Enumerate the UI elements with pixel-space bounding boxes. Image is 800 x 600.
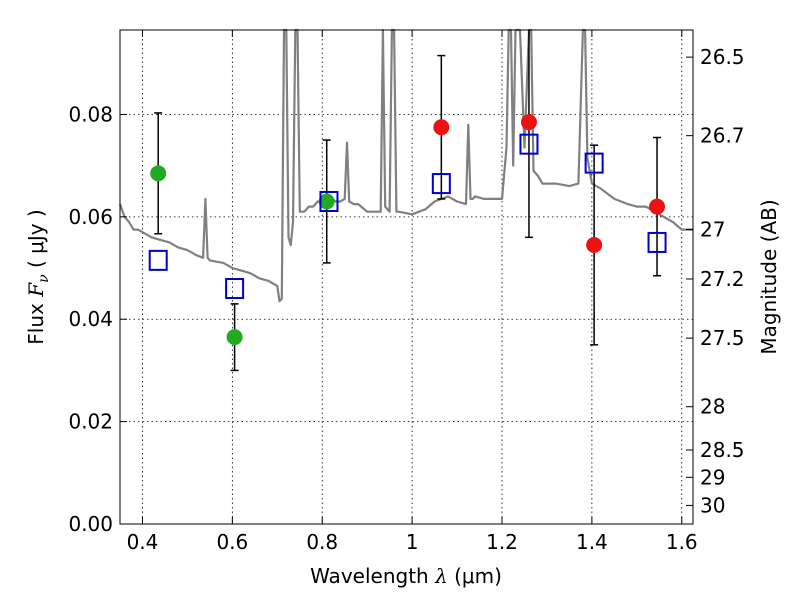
x-axis-label: Wavelength λ (μm) — [310, 564, 502, 588]
model-point — [225, 278, 245, 300]
right-tick-label: 27 — [700, 217, 725, 241]
data-point — [150, 165, 167, 182]
model-point — [584, 152, 604, 174]
grid — [120, 30, 693, 525]
model-point — [519, 133, 539, 155]
data-point — [649, 198, 666, 215]
y-tick-label: 0.06 — [68, 205, 113, 229]
spectrum-line — [118, 28, 693, 303]
markers — [148, 114, 667, 346]
y-tick-label: 0.02 — [68, 410, 113, 434]
y-tick-label: 0.04 — [68, 307, 113, 331]
right-tick-label: 27.5 — [700, 326, 745, 350]
right-tick-label: 26.7 — [700, 124, 745, 148]
data-point — [586, 237, 603, 254]
spectrum — [118, 28, 693, 303]
y-axis-label: Flux Fν ( μJy ) — [24, 209, 52, 344]
right-tick-label: 26.5 — [700, 45, 745, 69]
model-point — [148, 249, 168, 271]
data-point — [318, 193, 335, 210]
plot-frame — [119, 29, 694, 525]
x-tick-label: 1.2 — [486, 530, 518, 554]
right-tick-label: 28.5 — [700, 438, 745, 462]
data-point — [226, 329, 243, 346]
plot-background — [120, 30, 693, 524]
x-tick-label: 0.6 — [216, 530, 248, 554]
y-tick-label: 0.00 — [68, 512, 113, 536]
tick-labels: 0.4 0.6 0.8 1 1.2 1.4 1.6 0.00 0.02 0.04 0.06 0.08 2… — [68, 45, 744, 554]
x-tick-label: 1.4 — [576, 530, 608, 554]
y-tick-label: 0.08 — [68, 102, 113, 126]
axis-ticks — [120, 30, 693, 525]
right-axis-label: Magnitude (AB) — [757, 199, 781, 354]
x-tick-label: 0.8 — [306, 530, 338, 554]
data-point — [433, 119, 450, 136]
right-tick-label: 30 — [700, 493, 725, 517]
right-tick-label: 28 — [700, 395, 725, 419]
right-tick-label: 29 — [700, 465, 725, 489]
x-tick-label: 1 — [406, 530, 419, 554]
x-tick-label: 0.4 — [127, 530, 159, 554]
data-point — [520, 114, 537, 131]
x-tick-label: 1.6 — [666, 530, 698, 554]
model-point — [319, 190, 339, 212]
model-point — [647, 231, 667, 253]
right-tick-label: 27.2 — [700, 267, 745, 291]
model-point — [431, 173, 451, 195]
